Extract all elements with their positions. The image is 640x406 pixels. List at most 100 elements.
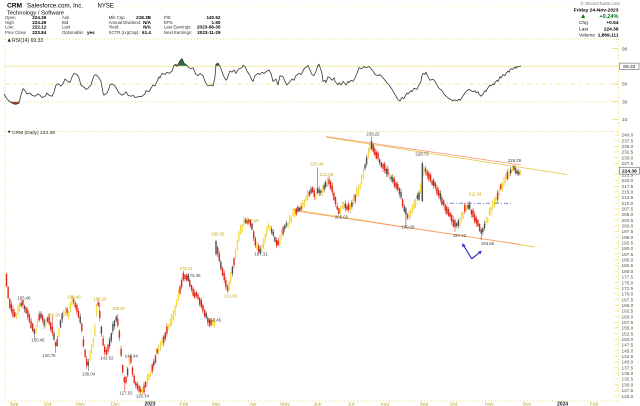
svg-text:187.31: 187.31	[254, 252, 268, 257]
svg-text:Low:: Low:	[5, 25, 14, 30]
svg-text:200.0: 200.0	[622, 224, 634, 229]
svg-text:Next Earnings:: Next Earnings:	[164, 30, 192, 35]
svg-text:224.38: 224.38	[604, 26, 619, 32]
svg-text:Feb: Feb	[180, 401, 189, 406]
svg-text:193.68: 193.68	[481, 241, 495, 246]
svg-text:yes: yes	[87, 30, 95, 35]
svg-text:Ask: Ask	[62, 15, 70, 20]
svg-text:222.5: 222.5	[622, 172, 634, 177]
svg-text:132.5: 132.5	[622, 377, 634, 382]
svg-text:140.75: 140.75	[42, 353, 56, 358]
svg-text:180.0: 180.0	[622, 269, 634, 274]
svg-text:1.60: 1.60	[212, 20, 221, 25]
svg-text:225.49: 225.49	[310, 162, 324, 167]
svg-text:221.29: 221.29	[320, 172, 334, 177]
svg-text:Dec: Dec	[111, 401, 120, 406]
svg-text:223.84: 223.84	[32, 30, 46, 35]
svg-text:69.33: 69.33	[623, 64, 635, 70]
svg-text:207.5: 207.5	[622, 206, 634, 211]
svg-text:Prev Close: Prev Close	[5, 30, 27, 35]
svg-text:1,869,111: 1,869,111	[598, 33, 619, 39]
svg-text:171.06: 171.06	[224, 294, 238, 299]
svg-text:232.5: 232.5	[622, 150, 634, 155]
svg-text:2024: 2024	[557, 401, 568, 406]
svg-text:Apr: Apr	[249, 401, 257, 406]
svg-text:Optionable:: Optionable:	[62, 30, 84, 35]
svg-text:224.38: 224.38	[622, 169, 637, 175]
svg-text:125.0: 125.0	[622, 394, 634, 399]
svg-text:61.4: 61.4	[142, 30, 151, 35]
svg-text:226.29: 226.29	[508, 158, 522, 163]
svg-text:235.0: 235.0	[622, 144, 634, 149]
svg-text:160.97: 160.97	[112, 306, 126, 311]
svg-text:210.0: 210.0	[622, 201, 634, 206]
svg-text:90: 90	[622, 46, 628, 52]
svg-text:156.45: 156.45	[208, 318, 222, 323]
svg-text:162.5: 162.5	[622, 309, 634, 314]
svg-text:205.0: 205.0	[622, 212, 634, 217]
svg-text:222.12: 222.12	[32, 25, 46, 30]
svg-text:127.02: 127.02	[119, 390, 133, 395]
svg-text:N/A: N/A	[143, 25, 152, 30]
svg-text:199.28: 199.28	[401, 225, 415, 230]
svg-text:Oct: Oct	[44, 401, 52, 406]
svg-text:197.5: 197.5	[622, 229, 634, 234]
svg-text:175.0: 175.0	[622, 280, 634, 285]
svg-text:145.0: 145.0	[622, 348, 634, 353]
svg-text:Salesforce.com, Inc.: Salesforce.com, Inc.	[27, 2, 83, 9]
svg-text:160.0: 160.0	[622, 314, 634, 319]
svg-text:Last: Last	[62, 25, 71, 30]
svg-text:195.0: 195.0	[622, 235, 634, 240]
svg-text:168.40: 168.40	[67, 294, 81, 299]
svg-text:172.5: 172.5	[622, 286, 634, 291]
svg-text:166.25: 166.25	[93, 297, 107, 302]
svg-text:50: 50	[622, 82, 628, 88]
svg-text:2023: 2023	[144, 401, 155, 406]
svg-text:CRM: CRM	[7, 2, 23, 9]
svg-text:EPS: EPS	[164, 20, 173, 25]
svg-text:2023-11-29: 2023-11-29	[197, 30, 221, 35]
svg-text:2023-08-30: 2023-08-30	[197, 25, 221, 30]
svg-text:Bid: Bid	[62, 20, 69, 25]
svg-text:239.22: 239.22	[366, 132, 380, 137]
svg-text:Sep: Sep	[420, 401, 429, 406]
svg-text:155.0: 155.0	[622, 326, 634, 331]
svg-text:190.0: 190.0	[622, 246, 634, 251]
svg-text:Yield:: Yield:	[109, 25, 120, 30]
svg-text:Mkt Cap: Mkt Cap	[109, 15, 126, 20]
svg-text:224.49: 224.49	[32, 20, 46, 25]
svg-text:Jun: Jun	[314, 401, 322, 406]
svg-text:Nov: Nov	[76, 401, 85, 406]
svg-text:182.5: 182.5	[622, 263, 634, 268]
svg-text:175.36: 175.36	[187, 273, 201, 278]
svg-text:177.5: 177.5	[622, 275, 634, 280]
svg-text:192.5: 192.5	[622, 241, 634, 246]
svg-text:Last Earnings:: Last Earnings:	[164, 25, 191, 30]
svg-text:197.42: 197.42	[453, 233, 467, 238]
svg-text:165.46: 165.46	[17, 296, 31, 301]
svg-text:137.5: 137.5	[622, 365, 634, 370]
svg-text:Last: Last	[579, 26, 589, 32]
svg-text:215.0: 215.0	[622, 189, 634, 194]
svg-text:130.0: 130.0	[622, 382, 634, 387]
svg-text:Oct: Oct	[450, 401, 458, 406]
svg-text:Sep: Sep	[10, 401, 19, 406]
svg-text:High: High	[5, 20, 14, 25]
svg-text:Dec: Dec	[523, 401, 532, 406]
svg-text:193.60: 193.60	[211, 232, 225, 237]
svg-text:10: 10	[622, 117, 628, 123]
svg-text:170.0: 170.0	[622, 292, 634, 297]
svg-text:150.0: 150.0	[622, 337, 634, 342]
svg-text:187.5: 187.5	[622, 252, 634, 257]
svg-text:224.36: 224.36	[32, 15, 46, 20]
svg-text:P/E: P/E	[164, 15, 171, 20]
svg-text:May: May	[280, 401, 290, 406]
svg-text:157.5: 157.5	[622, 320, 634, 325]
svg-text:217.5: 217.5	[622, 184, 634, 189]
svg-text:202.5: 202.5	[622, 218, 634, 223]
svg-text:136.04: 136.04	[82, 372, 96, 377]
svg-text:240.0: 240.0	[622, 133, 634, 138]
svg-text:152.5: 152.5	[622, 331, 634, 336]
svg-text:230.0: 230.0	[622, 155, 634, 160]
svg-text:127.5: 127.5	[622, 388, 634, 393]
